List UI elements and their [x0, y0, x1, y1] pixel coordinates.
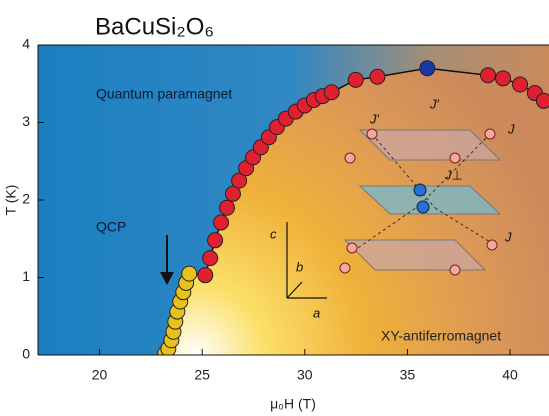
annotation: Quantum paramagnet: [96, 86, 232, 102]
y-tick-label: 4: [22, 36, 30, 52]
inset-label: J′: [429, 96, 440, 111]
inset-label: a: [313, 305, 320, 320]
data-point: [512, 76, 529, 93]
chart-title: BaCuSi₂O₆: [95, 13, 214, 40]
inset-label: J⊥: [444, 167, 463, 182]
data-point: [213, 214, 230, 231]
inset-label: J: [504, 229, 512, 244]
inset-label: b: [296, 259, 303, 274]
x-tick-label: 35: [400, 367, 416, 383]
data-point: [495, 70, 512, 87]
y-tick-label: 0: [22, 346, 30, 362]
data-point: [369, 68, 386, 85]
data-point: [181, 265, 198, 282]
inset-label: c: [270, 226, 277, 241]
annotation: XY-antiferromagnet: [381, 328, 501, 344]
x-tick-label: 30: [297, 367, 313, 383]
x-axis-label: μ₀H (T): [270, 396, 316, 412]
data-point: [202, 250, 219, 267]
data-point: [219, 199, 236, 216]
data-point: [207, 232, 224, 249]
x-tick-label: 20: [92, 367, 108, 383]
data-point: [347, 71, 364, 88]
y-tick-label: 3: [22, 113, 30, 129]
annotation: QCP: [96, 219, 126, 235]
inset-label: J: [507, 121, 515, 136]
data-point: [231, 172, 248, 189]
x-tick-label: 25: [194, 367, 210, 383]
data-point: [224, 185, 241, 202]
inset-label: J′: [369, 111, 380, 126]
lattice-inset: [286, 128, 502, 299]
data-point: [323, 84, 340, 101]
qcp-arrowhead: [160, 272, 174, 285]
data-point: [197, 267, 214, 284]
data-point: [480, 67, 497, 84]
x-tick-label: 40: [502, 367, 518, 383]
y-axis-label: T (K): [3, 185, 19, 216]
y-tick-label: 1: [22, 268, 30, 284]
data-point: [419, 60, 436, 77]
data-point: [535, 92, 549, 109]
y-tick-label: 2: [22, 191, 30, 207]
